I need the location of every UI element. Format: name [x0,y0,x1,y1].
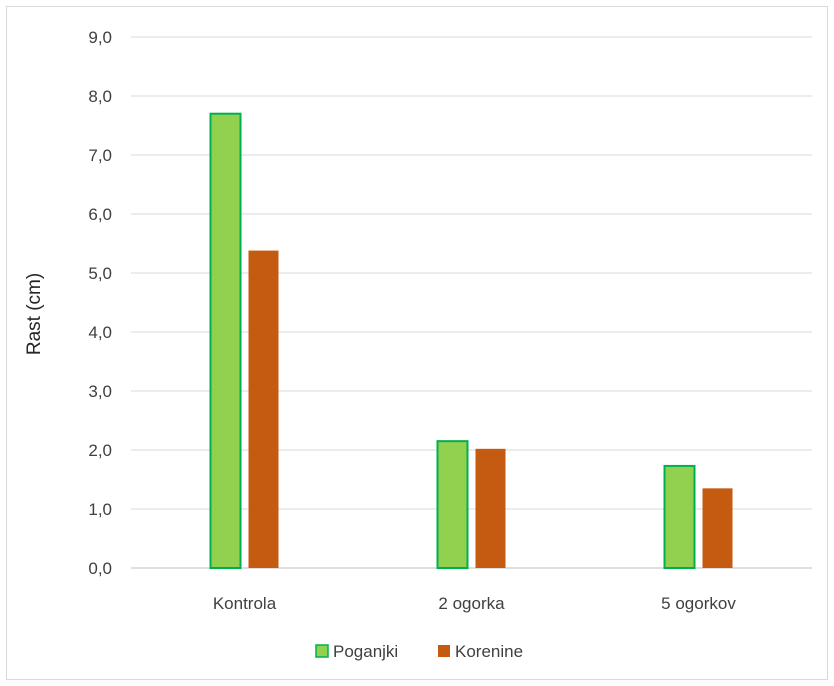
legend-label-poganjki: Poganjki [333,642,398,661]
y-tick-label: 5,0 [88,264,112,283]
legend: Poganjki Korenine [315,642,523,661]
bar-korenine-2 [702,488,733,568]
bar-korenine-0 [248,250,279,568]
x-tick-labels: Kontrola 2 ogorka 5 ogorkov [213,594,736,613]
y-tick-labels: 0,0 1,0 2,0 3,0 4,0 5,0 6,0 7,0 8,0 9,0 [88,28,112,578]
legend-label-korenine: Korenine [455,642,523,661]
y-tick-label: 4,0 [88,323,112,342]
x-tick-label: 5 ogorkov [661,594,736,613]
bar-korenine-1 [475,448,506,568]
y-tick-label: 2,0 [88,441,112,460]
x-tick-label: 2 ogorka [438,594,505,613]
gridlines [131,36,812,569]
y-tick-label: 3,0 [88,382,112,401]
bar-poganjki-0 [209,112,242,569]
legend-swatch-korenine [438,645,450,657]
y-tick-label: 0,0 [88,559,112,578]
y-tick-label: 6,0 [88,205,112,224]
bar-poganjki-2 [663,464,696,569]
bars [209,112,733,569]
y-axis-title: Rast (cm) [24,273,45,355]
legend-swatch-poganjki [315,644,329,658]
y-tick-label: 7,0 [88,146,112,165]
y-tick-label: 8,0 [88,87,112,106]
x-tick-label: Kontrola [213,594,277,613]
bar-poganjki-1 [436,440,469,569]
y-tick-label: 9,0 [88,28,112,47]
y-tick-label: 1,0 [88,500,112,519]
